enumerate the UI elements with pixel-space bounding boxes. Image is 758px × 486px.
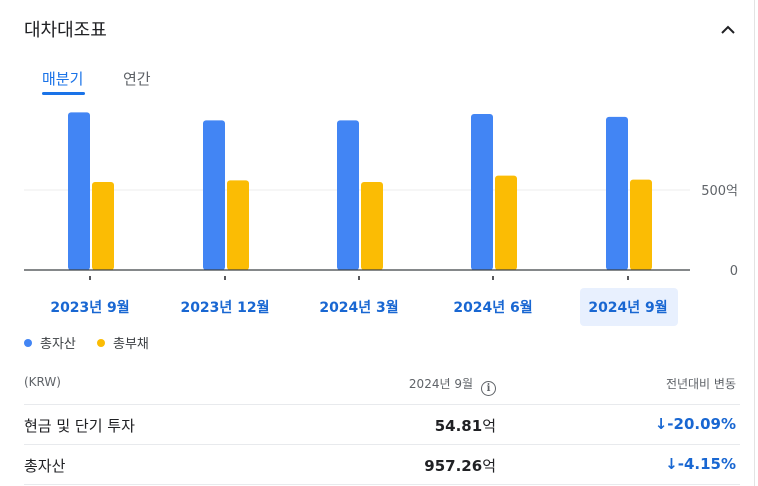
row-change-cash: ↓-20.09%: [655, 415, 736, 433]
row-label-cash: 현금 및 단기 투자: [24, 417, 135, 435]
info-icon[interactable]: i: [481, 381, 496, 396]
arrow-down-icon: ↓: [665, 455, 678, 473]
x-tick-label[interactable]: 2024년 3월: [319, 299, 398, 316]
bar-total-assets[interactable]: [606, 116, 628, 270]
row-value-cash-unit: 억: [482, 417, 496, 435]
legend-total-assets: 총자산: [24, 333, 76, 352]
selected-period-highlight: [580, 288, 678, 326]
table-header-unit: (KRW): [24, 375, 61, 389]
row-change-total-assets-value: -4.15%: [677, 455, 736, 473]
row-value-cash-number: 54.81: [434, 417, 483, 435]
bar-total-liabilities[interactable]: [361, 182, 383, 270]
row-change-cash-value: -20.09%: [667, 415, 736, 433]
row-change-total-assets: ↓-4.15%: [665, 455, 736, 473]
bar-total-liabilities[interactable]: [630, 179, 652, 270]
x-tick-label[interactable]: 2023년 12월: [180, 299, 269, 316]
arrow-down-icon: ↓: [654, 415, 668, 433]
legend-label-assets: 총자산: [40, 337, 76, 352]
legend-dot-liabilities: [97, 338, 105, 347]
bar-total-liabilities[interactable]: [92, 182, 114, 270]
row-value-total-assets-unit: 억: [482, 457, 496, 475]
row-value-total-assets-number: 957.26: [424, 457, 483, 475]
bar-total-liabilities[interactable]: [495, 175, 517, 270]
row-value-total-assets: 957.26억: [424, 455, 496, 476]
section-title: 대차대조표: [24, 20, 107, 41]
tab-annual[interactable]: 연간: [123, 70, 151, 88]
x-tick-label[interactable]: 2024년 9월: [588, 299, 667, 316]
bar-total-assets[interactable]: [471, 114, 493, 270]
legend-dot-assets: [24, 338, 32, 347]
bar-total-assets[interactable]: [203, 120, 225, 271]
table-header-change: 전년대비 변동: [665, 377, 736, 391]
table-header-period-label: 2024년 9월: [408, 377, 473, 391]
tab-quarterly[interactable]: 매분기: [42, 70, 84, 88]
active-tab-indicator: [42, 92, 85, 95]
row-label-total-assets: 총자산: [24, 457, 66, 475]
row-divider: [24, 484, 740, 485]
bar-total-assets[interactable]: [68, 112, 90, 271]
bar-total-assets[interactable]: [337, 120, 359, 271]
x-tick-label[interactable]: 2024년 6월: [453, 299, 532, 316]
row-divider: [24, 404, 740, 405]
chevron-up-icon[interactable]: [716, 18, 740, 42]
bar-total-liabilities[interactable]: [227, 180, 249, 270]
legend-total-liabilities: 총부채: [97, 333, 149, 352]
row-divider: [24, 444, 740, 445]
row-value-cash: 54.81억: [435, 415, 496, 436]
table-header-period: 2024년 9월 i: [409, 375, 496, 396]
legend-label-liabilities: 총부채: [113, 337, 149, 352]
y-tick-label: 500억: [701, 184, 738, 199]
balance-chart: 0 500억 2023년 9월 2023년 12월 2024년 3월 2024년 6월 20…: [24, 112, 738, 326]
x-tick-label[interactable]: 2023년 9월: [50, 299, 129, 316]
y-tick-label: 0: [730, 264, 738, 279]
